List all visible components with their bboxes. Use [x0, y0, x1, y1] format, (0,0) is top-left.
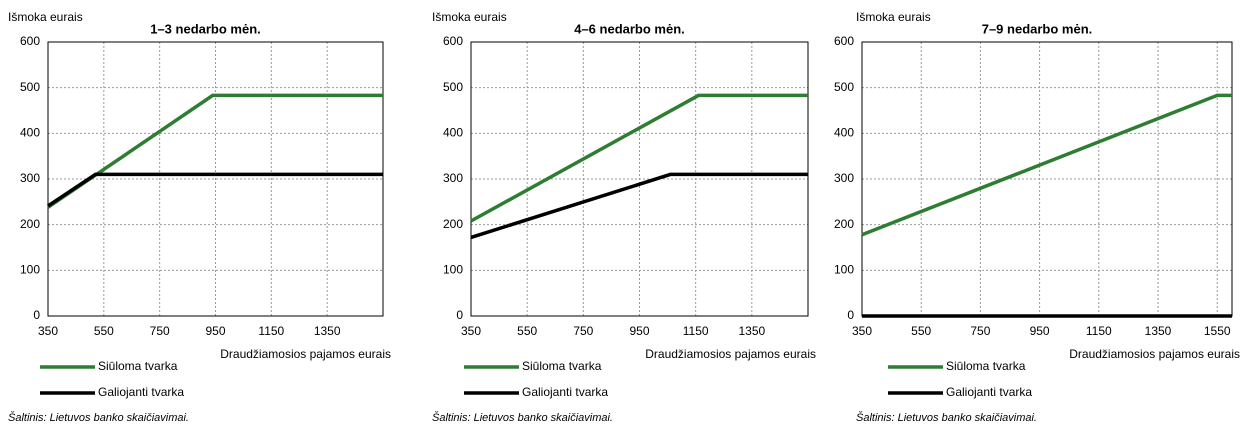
- legend-label: Siūloma tvarka: [522, 359, 602, 373]
- x-tick-label: 550: [517, 324, 537, 338]
- x-tick-label: 1150: [258, 324, 284, 338]
- legend-label: Galiojanti tvarka: [946, 385, 1032, 399]
- x-tick-label: 950: [205, 324, 225, 338]
- legend-label: Galiojanti tvarka: [522, 385, 608, 399]
- chart-title: 1–3 nedarbo mėn.: [150, 21, 261, 36]
- y-tick-label: 400: [834, 126, 854, 140]
- line: [470, 93, 808, 223]
- chart: Išmoka eurais 7–9 nedarbo mėn. 0 100 200 300 4…: [834, 10, 1240, 424]
- x-tick-label: 1550: [1204, 324, 1231, 338]
- line: [47, 93, 383, 209]
- line: [861, 93, 1232, 237]
- line: [47, 172, 383, 208]
- x-tick-label: 350: [461, 324, 481, 338]
- y-tick-label: 0: [847, 308, 854, 322]
- source-note: Šaltinis: Lietuvos banko skaičiavimai.: [8, 411, 189, 424]
- y-tick-label: 300: [443, 171, 463, 185]
- x-axis-label: Draudžiamosios pajamos eurais: [220, 347, 391, 361]
- y-tick-label: 200: [443, 217, 463, 231]
- y-tick-label: 200: [834, 217, 854, 231]
- y-tick-label: 600: [443, 34, 463, 48]
- y-tick-label: 400: [20, 126, 40, 140]
- plot-frame: [47, 41, 384, 317]
- legend-label: Siūloma tvarka: [98, 359, 178, 373]
- y-tick-label: 600: [20, 34, 40, 48]
- y-tick-label: 100: [20, 263, 40, 277]
- x-tick-label: 1150: [1086, 324, 1112, 338]
- x-tick-label: 750: [150, 324, 170, 338]
- y-axis-label: Išmoka eurais: [432, 10, 507, 24]
- y-tick-label: 500: [443, 80, 463, 94]
- x-tick-label: 1350: [738, 324, 765, 338]
- chart-title: 7–9 nedarbo mėn.: [982, 21, 1093, 36]
- x-axis-label: Draudžiamosios pajamos eurais: [645, 347, 816, 361]
- x-tick-label: 550: [911, 324, 931, 338]
- y-axis-label: Išmoka eurais: [856, 10, 931, 24]
- y-tick-label: 300: [834, 171, 854, 185]
- x-tick-label: 1350: [1145, 324, 1172, 338]
- x-tick-label: 750: [970, 324, 990, 338]
- y-tick-label: 0: [456, 308, 463, 322]
- y-tick-label: 100: [834, 263, 854, 277]
- y-tick-label: 500: [20, 80, 40, 94]
- chart: Išmoka eurais 1–3 nedarbo mėn. 0 100 200 300 4…: [8, 10, 391, 424]
- x-tick-label: 350: [38, 324, 58, 338]
- y-tick-label: 500: [834, 80, 854, 94]
- chart-title: 4–6 nedarbo mėn.: [574, 21, 685, 36]
- y-tick-label: 300: [20, 171, 40, 185]
- x-axis-label: Draudžiamosios pajamos eurais: [1069, 347, 1240, 361]
- x-tick-label: 950: [629, 324, 649, 338]
- source-note: Šaltinis: Lietuvos banko skaičiavimai.: [856, 411, 1037, 424]
- y-axis-label: Išmoka eurais: [8, 10, 83, 24]
- y-tick-label: 400: [443, 126, 463, 140]
- x-tick-label: 1350: [314, 324, 341, 338]
- legend-label: Galiojanti tvarka: [98, 385, 184, 399]
- y-tick-label: 0: [33, 308, 40, 322]
- y-tick-label: 200: [20, 217, 40, 231]
- chart: Išmoka eurais 4–6 nedarbo mėn. 0 100 200 300 4…: [432, 10, 816, 424]
- y-tick-label: 100: [443, 263, 463, 277]
- x-tick-label: 550: [94, 324, 114, 338]
- x-tick-label: 1150: [683, 324, 709, 338]
- plot-frame: [470, 41, 809, 317]
- y-tick-label: 600: [834, 34, 854, 48]
- legend-label: Siūloma tvarka: [946, 359, 1026, 373]
- line: [470, 172, 808, 240]
- x-tick-label: 350: [852, 324, 872, 338]
- x-tick-label: 950: [1030, 324, 1050, 338]
- x-tick-label: 750: [573, 324, 593, 338]
- source-note: Šaltinis: Lietuvos banko skaičiavimai.: [432, 411, 613, 424]
